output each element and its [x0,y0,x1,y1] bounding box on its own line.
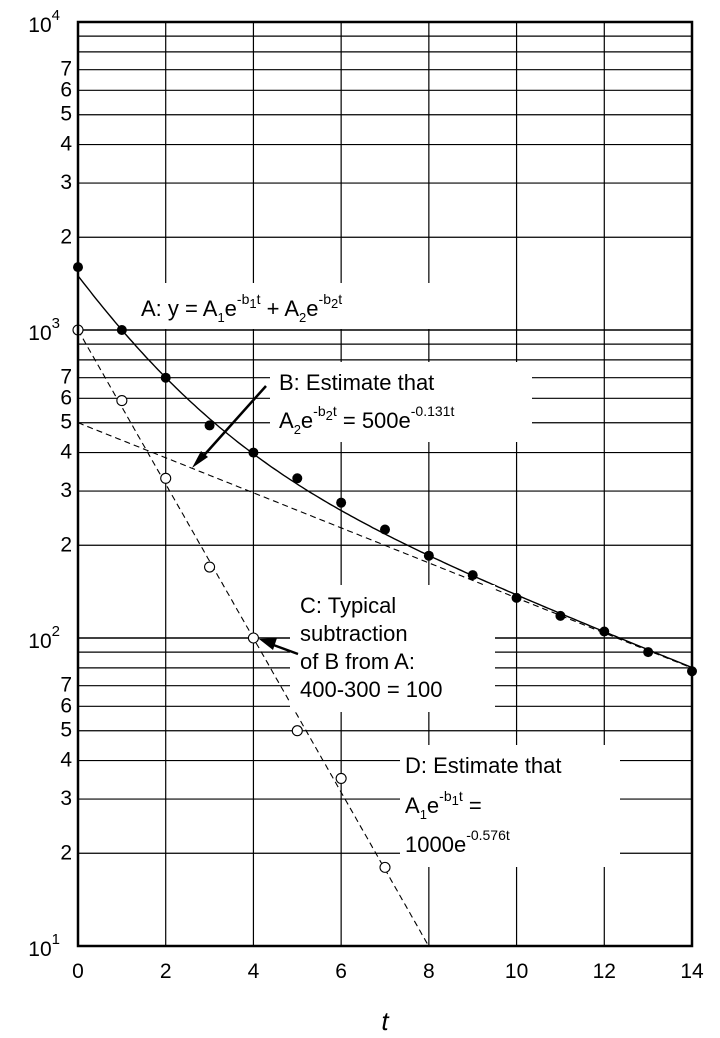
x-tick-label: 10 [505,960,528,983]
annotation-c-arrowhead [259,638,277,650]
y-tick-label: 2 [60,841,72,864]
annotation-d-box [400,745,620,867]
annotation-b-line1: B: Estimate that [279,370,434,395]
y-tick-label: 6 [60,694,72,717]
y-tick-label: 2 [60,225,72,248]
annotation-d-line1: D: Estimate that [405,753,562,778]
x-tick-label: 8 [423,960,435,983]
data-point-open [160,472,172,484]
data-point-filled [160,372,171,383]
data-point-filled [248,447,259,458]
annotation-b-arrowhead [192,451,208,468]
y-tick-label: 4 [60,133,72,156]
data-point-open [116,395,128,407]
data-point-open [291,725,303,737]
annotation-c-line4: 400-300 = 100 [300,677,443,702]
y-tick-label: 6 [60,386,72,409]
x-tick-label: 0 [72,960,84,983]
data-point-filled [204,420,215,431]
y-tick-label: 4 [60,441,72,464]
annotation-b-line2: A2e-b2t = 500e-0.131t [279,403,454,437]
y-tick-label: 2 [60,533,72,556]
x-tick-label: 2 [160,960,172,983]
data-point-filled [643,647,654,658]
dashed-line-b [77,422,693,669]
data-point-filled [116,325,127,335]
data-point-filled [511,592,522,603]
y-tick-label: 6 [60,78,72,101]
y-tick-label: 4 [60,749,72,772]
x-tick-labels: 0 2 4 6 8 10 12 14 [72,960,704,983]
annotation-c-line1: C: Typical [300,593,396,618]
y-tick-label: 104 [28,7,60,37]
x-tick-label: 12 [593,960,616,983]
data-point-filled [292,473,303,484]
plot-frame [76,20,694,948]
y-tick-label: 7 [60,58,72,81]
data-point-filled [380,524,390,535]
y-tick-label: 3 [60,171,72,194]
annotation-c-line3: of B from A: [300,649,415,674]
x-axis-label: t [381,1006,390,1036]
annotation-d-line2: A1e-b1t = [405,788,482,822]
data-point-filled [467,570,478,581]
data-point-filled [555,610,566,621]
y-tick-label: 103 [28,315,60,345]
data-point-open [204,561,216,573]
data-point-open [379,861,391,873]
y-tick-label: 101 [28,931,60,961]
annotation-c-box [290,585,495,712]
annotation-d-line3: 1000e-0.576t [405,827,510,857]
y-tick-label: 3 [60,787,72,810]
data-points [72,262,697,873]
annotation-c-line2: subtraction [300,621,408,646]
data-point-open [247,632,259,644]
data-point-filled [423,550,434,561]
x-tick-label: 4 [248,960,260,983]
data-point-filled [599,626,610,637]
data-point-filled [336,497,347,508]
annotation-b-arrow [197,385,267,463]
x-tick-label: 6 [335,960,347,983]
annotation-b-box [270,362,532,442]
y-tick-label: 5 [60,103,72,126]
data-point-open [335,772,347,784]
annotation-a: A: y = A1e-b1t + A2e-b2t [141,291,342,325]
y-tick-label: 7 [60,674,72,697]
y-tick-label: 102 [28,623,60,653]
y-tick-label: 5 [60,411,72,434]
annotation-a-box [130,283,448,329]
y-tick-label: 3 [60,479,72,502]
x-tick-label: 14 [680,960,704,983]
y-tick-label: 5 [60,719,72,742]
y-tick-label: 7 [60,366,72,389]
